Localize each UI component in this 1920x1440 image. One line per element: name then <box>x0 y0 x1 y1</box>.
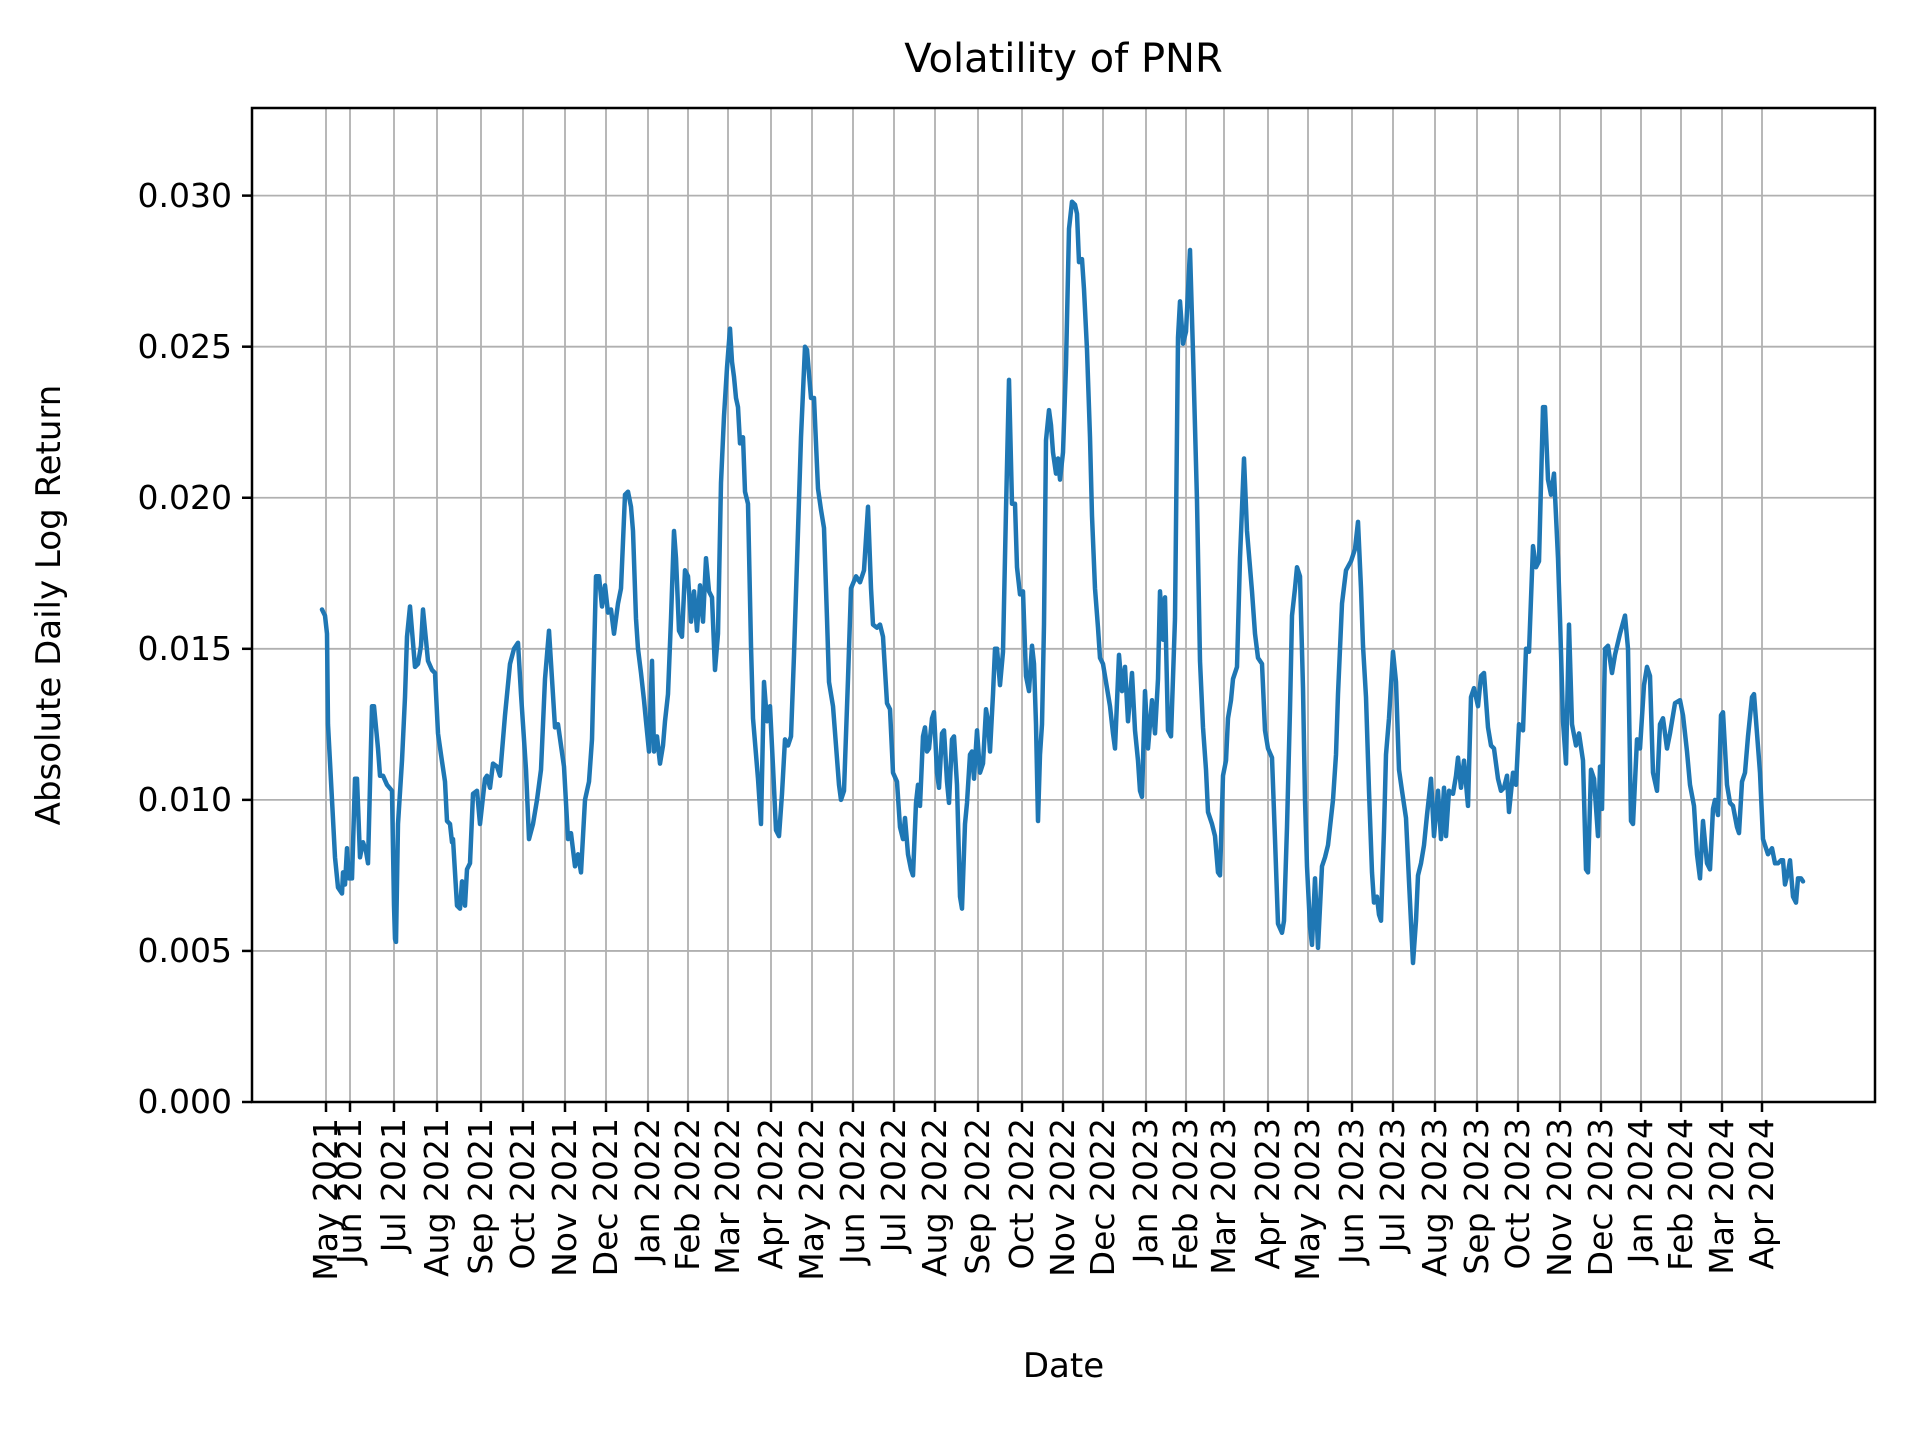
volatility-series-line <box>319 199 1806 966</box>
chart-title: Volatility of PNR <box>904 36 1223 82</box>
x-tick-label: Oct 2023 <box>1498 1118 1537 1270</box>
gridlines <box>252 108 1875 1103</box>
x-tick-label: Aug 2021 <box>417 1118 456 1277</box>
x-tick-label: Mar 2023 <box>1204 1118 1243 1275</box>
x-tick-label: Jul 2021 <box>374 1118 413 1253</box>
y-tick-label: 0.010 <box>137 779 232 819</box>
y-tick-label: 0.020 <box>137 477 232 517</box>
x-tick-label: Jan 2023 <box>1126 1118 1165 1264</box>
x-tick-label: Jun 2022 <box>833 1118 872 1265</box>
x-tick-label: Nov 2021 <box>545 1118 584 1277</box>
y-tick-label: 0.000 <box>137 1082 232 1121</box>
x-tick-label: Oct 2021 <box>503 1118 542 1270</box>
x-tick-label: Aug 2022 <box>915 1118 954 1277</box>
y-tick-label: 0.005 <box>137 930 232 970</box>
x-tick-label: Jun 2023 <box>1332 1118 1371 1265</box>
x-tick-label: Jul 2023 <box>1373 1118 1412 1253</box>
x-tick-label: Aug 2023 <box>1415 1118 1454 1277</box>
x-tick-label: Jan 2024 <box>1621 1118 1660 1264</box>
plot-frame <box>250 106 1877 1104</box>
x-tick-label: May 2023 <box>1288 1118 1327 1281</box>
x-tick-label: Apr 2024 <box>1742 1118 1781 1270</box>
x-tick-label: Sep 2023 <box>1457 1118 1496 1275</box>
x-tick-label: Nov 2023 <box>1540 1118 1579 1277</box>
x-tick-label: Dec 2021 <box>586 1118 625 1277</box>
x-tick-label: Apr 2023 <box>1248 1118 1287 1270</box>
x-tick-label: Jan 2022 <box>628 1118 667 1264</box>
x-tick-label: Nov 2022 <box>1043 1118 1082 1277</box>
x-tick-label: Jul 2022 <box>874 1118 913 1253</box>
x-tick-label: Feb 2024 <box>1661 1118 1700 1271</box>
y-tick-label: 0.015 <box>137 628 232 668</box>
x-tick-label: Oct 2022 <box>1002 1118 1041 1270</box>
series-line-group <box>319 199 1806 966</box>
x-tick-label: Dec 2022 <box>1083 1118 1122 1277</box>
x-tick-label: Apr 2022 <box>751 1118 790 1270</box>
y-tick-label: 0.025 <box>137 326 232 366</box>
x-tick-label: Sep 2021 <box>461 1118 500 1275</box>
x-axis-label: Date <box>1022 1346 1105 1386</box>
x-tick-label: Dec 2023 <box>1581 1118 1620 1277</box>
y-tick-label: 0.030 <box>137 175 232 215</box>
x-tick-label: Jun 2021 <box>330 1118 369 1265</box>
x-tick-label: May 2022 <box>792 1118 831 1281</box>
x-tick-label: Feb 2023 <box>1166 1118 1205 1271</box>
x-tick-label: Sep 2022 <box>958 1118 997 1275</box>
tick-marks <box>242 194 1764 1112</box>
x-tick-label: Mar 2024 <box>1702 1118 1741 1275</box>
x-tick-label: Feb 2022 <box>668 1118 707 1271</box>
x-tick-label: Mar 2022 <box>708 1118 747 1275</box>
